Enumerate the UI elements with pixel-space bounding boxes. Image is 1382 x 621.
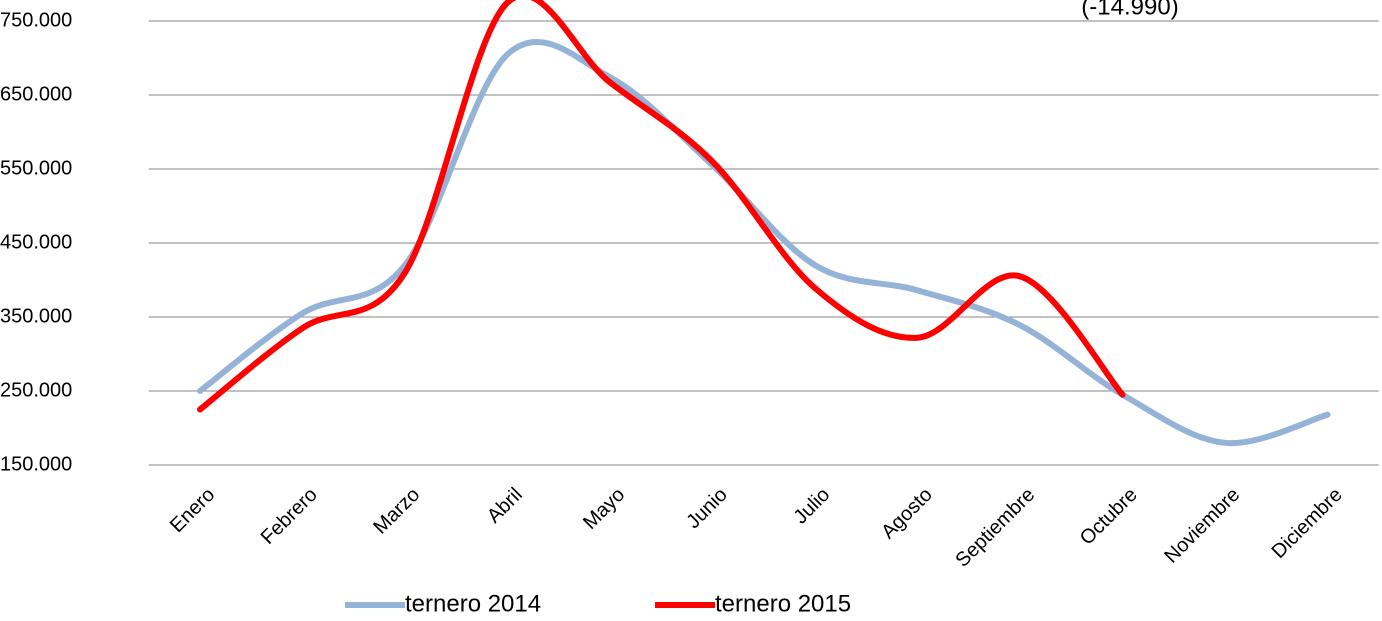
x-tick-label: Septiembre (951, 484, 1039, 572)
legend-label: ternero 2015 (715, 590, 851, 617)
y-tick-label: 150.000 (0, 453, 72, 475)
x-tick-label: Diciembre (1268, 484, 1347, 563)
legend-label: ternero 2014 (405, 590, 541, 617)
y-tick-label: 450.000 (0, 231, 72, 253)
y-tick-label: 650.000 (0, 83, 72, 105)
x-tick-label: Enero (166, 484, 219, 537)
x-tick-label: Mayo (579, 484, 629, 534)
y-tick-label: 550.000 (0, 157, 72, 179)
x-tick-label: Abril (483, 484, 527, 528)
y-tick-label: 750.000 (0, 9, 72, 31)
annotation: (-14.990) (1081, 0, 1178, 20)
series-line (197, 39, 1331, 447)
series-line (197, 0, 1126, 413)
x-tick-label: Marzo (369, 484, 424, 539)
x-tick-label: Junio (682, 484, 731, 533)
x-tick-label: Agosto (877, 484, 937, 544)
x-tick-label: Noviembre (1160, 484, 1244, 568)
y-tick-label: 250.000 (0, 379, 72, 401)
x-tick-label: Febrero (257, 484, 322, 549)
x-tick-label: Julio (790, 484, 835, 529)
x-tick-label: Octubre (1076, 484, 1142, 550)
y-tick-label: 350.000 (0, 305, 72, 327)
